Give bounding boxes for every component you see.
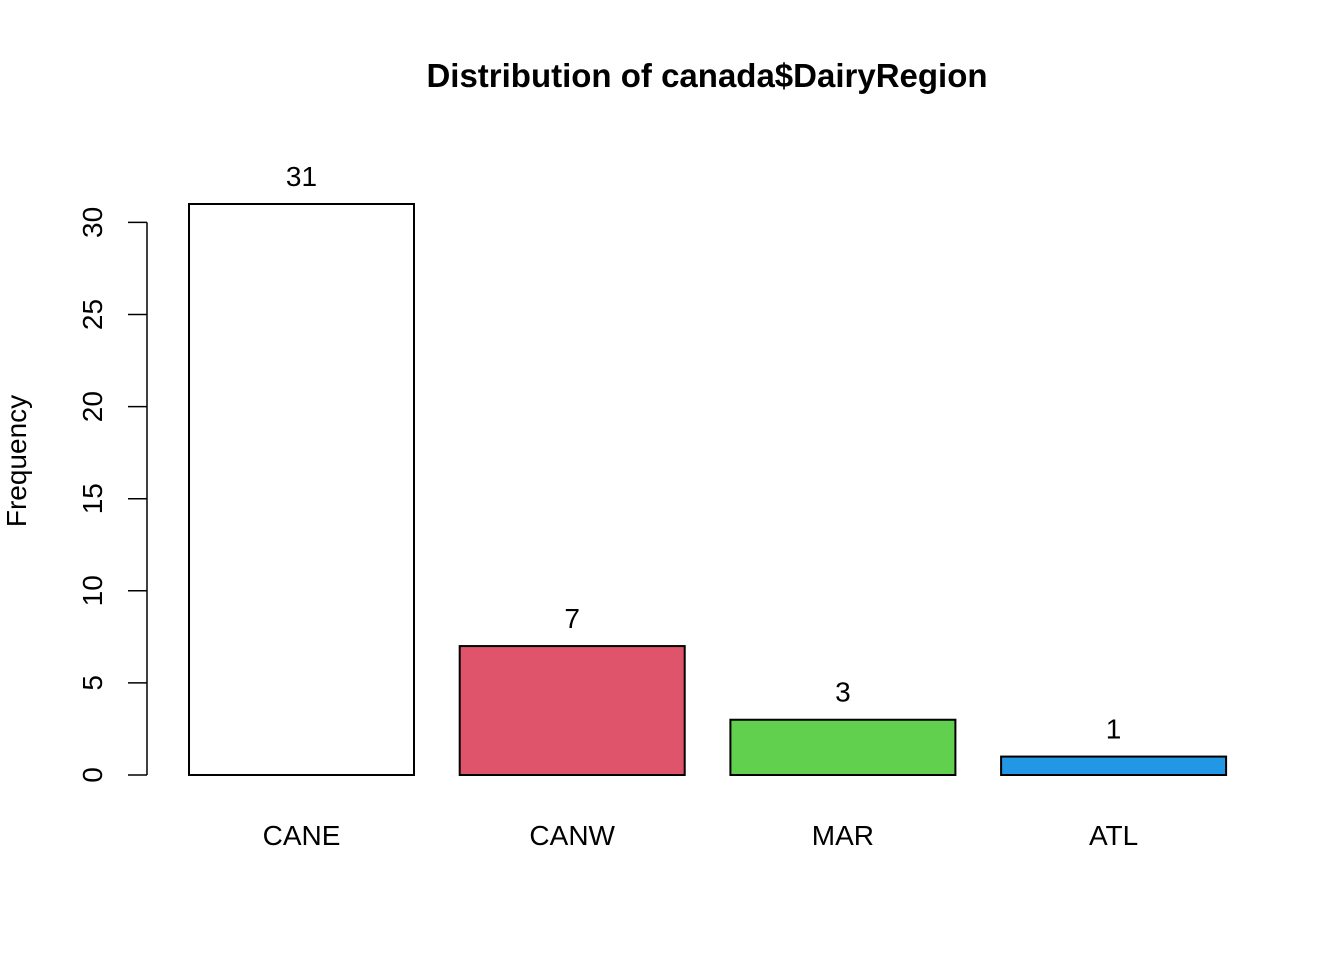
x-category-label: CANE	[263, 820, 341, 851]
bar-canw	[458, 645, 686, 776]
bar-value-label: 31	[286, 161, 317, 192]
y-tick-label: 20	[77, 391, 108, 422]
bar-value-label: 3	[835, 677, 851, 708]
x-axis-category-labels: CANE CANW MAR ATL	[263, 820, 1139, 851]
x-category-label: ATL	[1089, 820, 1138, 851]
bar-value-label: 7	[564, 603, 580, 634]
y-tick-label: 30	[77, 207, 108, 238]
y-axis-label: Frequency	[1, 395, 32, 527]
y-tick-label: 15	[77, 483, 108, 514]
y-tick-label: 25	[77, 299, 108, 330]
bar-cane	[188, 203, 415, 776]
y-tick-label: 0	[77, 767, 108, 783]
y-tick-label: 5	[77, 675, 108, 691]
bars-group	[188, 203, 1228, 777]
bar-atl	[1000, 755, 1228, 776]
x-category-label: MAR	[812, 820, 874, 851]
bar-mar	[729, 718, 957, 777]
chart-title: Distribution of canada$DairyRegion	[426, 57, 987, 94]
bar-value-label: 1	[1106, 714, 1122, 745]
y-tick-label: 10	[77, 575, 108, 606]
x-category-label: CANW	[529, 820, 615, 851]
y-axis: 0 5 10 15 20 25 30	[77, 207, 148, 783]
